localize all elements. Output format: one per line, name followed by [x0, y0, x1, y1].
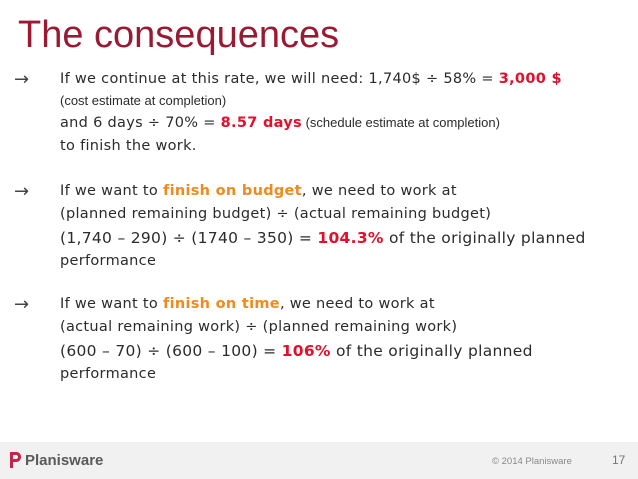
- arrow-icon: →: [14, 69, 30, 90]
- bullet-2-line-1: If we want to finish on budget, we need …: [60, 180, 630, 203]
- schedule-estimate-value: 8.57 days: [220, 115, 302, 131]
- bullet-2-line-3: (1,740 – 290) ÷ (1740 – 350) = 104.3% of…: [60, 226, 630, 250]
- text: If we want to: [60, 296, 163, 312]
- bullet-2-line-2: (planned remaining budget) ÷ (actual rem…: [60, 206, 492, 222]
- bullet-1-line-4: to finish the work.: [60, 138, 197, 154]
- finish-on-time-highlight: finish on time: [162, 296, 280, 312]
- bullet-3-lines: If we want to finish on time, we need to…: [60, 293, 630, 386]
- slide-title: The consequences: [18, 14, 340, 56]
- bullet-1-line-3: and 6 days ÷ 70% = 8.57 days (schedule e…: [60, 111, 630, 135]
- planisware-logo: Planisware: [8, 451, 103, 469]
- bullet-2-line-4: performance: [60, 253, 157, 269]
- text: of the originally planned: [330, 342, 533, 360]
- bullet-2-lines: If we want to finish on budget, we need …: [60, 180, 630, 273]
- text: If we continue at this rate, we will nee…: [60, 71, 499, 87]
- bullet-1-line-2: (cost estimate at completion): [60, 93, 227, 108]
- text: (1,740 – 290) ÷ (1740 – 350) =: [60, 229, 318, 247]
- text: , we need to work at: [279, 296, 435, 312]
- text: , we need to work at: [301, 183, 457, 199]
- planisware-logo-icon: [10, 452, 21, 468]
- time-performance-value: 106%: [281, 342, 331, 360]
- bullet-3-line-1: If we want to finish on time, we need to…: [60, 293, 630, 316]
- bullet-3-line-3: (600 – 70) ÷ (600 – 100) = 106% of the o…: [60, 339, 630, 363]
- logo-text: Planisware: [25, 451, 104, 469]
- budget-performance-value: 104.3%: [317, 229, 384, 247]
- bullet-3-line-4: performance: [60, 366, 157, 382]
- text: of the originally planned: [383, 229, 586, 247]
- bullet-1-lines: If we continue at this rate, we will nee…: [60, 68, 630, 158]
- text: (schedule estimate at completion): [301, 115, 500, 130]
- text: and 6 days ÷ 70% =: [60, 115, 221, 131]
- page-number: 17: [612, 453, 626, 467]
- text: (600 – 70) ÷ (600 – 100) =: [60, 342, 282, 360]
- finish-on-budget-highlight: finish on budget: [162, 183, 302, 199]
- cost-estimate-value: 3,000 $: [498, 71, 562, 87]
- arrow-icon: →: [14, 181, 30, 202]
- bullet-1-line-1: If we continue at this rate, we will nee…: [60, 68, 630, 91]
- arrow-icon: →: [14, 294, 30, 315]
- text: If we want to: [60, 183, 163, 199]
- footer-bar: [0, 442, 638, 479]
- copyright: © 2014 Planisware: [492, 456, 572, 467]
- bullet-3-line-2: (actual remaining work) ÷ (planned remai…: [60, 319, 458, 335]
